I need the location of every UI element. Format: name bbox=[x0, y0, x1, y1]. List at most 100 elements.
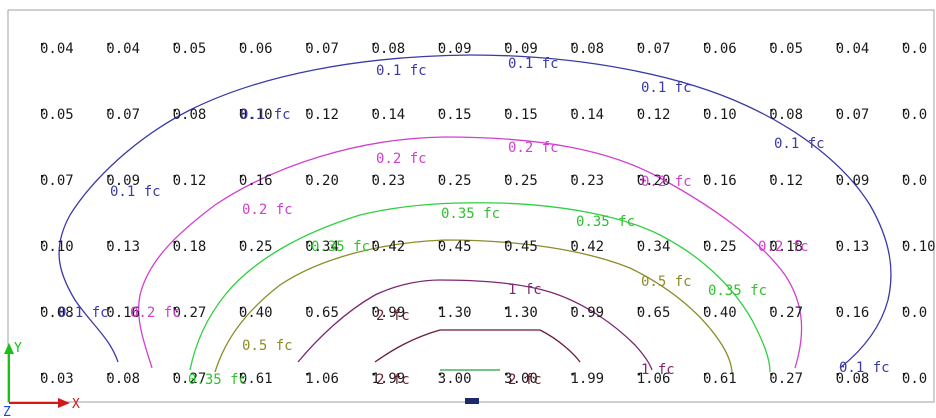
grid-point-marker bbox=[637, 43, 641, 46]
contour-0.5fc bbox=[214, 239, 733, 375]
grid-point-value: 0.08 bbox=[836, 371, 870, 387]
grid-point-marker bbox=[704, 241, 707, 244]
grid-point-value: 0.12 bbox=[173, 173, 207, 189]
grid-point-marker bbox=[438, 373, 442, 376]
grid-point-marker bbox=[41, 307, 44, 310]
grid-point-value: 0.45 bbox=[438, 239, 472, 255]
grid-point-value: 1.06 bbox=[305, 371, 339, 387]
grid-point-value: 0.27 bbox=[769, 305, 803, 321]
grid-point-marker bbox=[372, 373, 375, 376]
grid-point-value: 3.00 bbox=[438, 371, 472, 387]
grid-point-value: 0.08 bbox=[106, 371, 140, 387]
label-0.1fc-e: 0.1 fc bbox=[774, 136, 825, 152]
grid-point-marker bbox=[107, 307, 110, 310]
grid-point-value: 0.07 bbox=[836, 107, 870, 123]
grid-point-value: 0.06 bbox=[239, 41, 273, 57]
grid-point-marker bbox=[770, 175, 773, 178]
grid-point-value: 0.0 bbox=[902, 371, 927, 387]
grid-values: 0.04 0.04 0.05 0.06 0.07 0.08 0.09 0.09 0.08 0.07… bbox=[40, 41, 936, 387]
grid-point-marker bbox=[902, 241, 906, 244]
label-0.1fc-g: 0.1 fc bbox=[58, 305, 109, 321]
grid-point-marker bbox=[372, 307, 375, 310]
grid-point-marker bbox=[306, 241, 309, 244]
grid-point-marker bbox=[770, 307, 773, 310]
grid-point-marker bbox=[505, 241, 508, 244]
grid-point-value: 0.10 bbox=[703, 107, 737, 123]
label-0.1fc-f: 0.1 fc bbox=[110, 184, 161, 200]
grid-point-value: 0.13 bbox=[836, 239, 870, 255]
label-0.35fc-d: 0.35 fc bbox=[708, 283, 767, 299]
grid-point-value: 0.18 bbox=[769, 239, 803, 255]
label-0.1fc-c: 0.1 fc bbox=[641, 80, 692, 96]
grid-point-value: 0.08 bbox=[769, 107, 803, 123]
grid-point-value: 1.99 bbox=[570, 371, 604, 387]
grid-point-value: 0.23 bbox=[570, 173, 604, 189]
grid-point-value: 0.0 bbox=[902, 305, 927, 321]
grid-point-value: 0.16 bbox=[239, 173, 273, 189]
grid-point-marker bbox=[306, 43, 309, 46]
label-0.1fc-b: 0.1 fc bbox=[508, 56, 559, 72]
grid-point-marker bbox=[704, 175, 707, 178]
grid-point-marker bbox=[438, 175, 442, 178]
grid-point-marker bbox=[704, 307, 707, 310]
grid-point-value: 0.25 bbox=[504, 173, 538, 189]
grid-point-value: 0.42 bbox=[372, 239, 406, 255]
grid-point-marker bbox=[704, 373, 707, 376]
axis-triad: Y X Z bbox=[3, 341, 80, 418]
grid-point-value: 1.99 bbox=[372, 371, 406, 387]
grid-point-marker bbox=[239, 241, 243, 244]
grid-point-marker bbox=[637, 373, 641, 376]
grid-point-value: 0.09 bbox=[836, 173, 870, 189]
grid-point-marker bbox=[438, 307, 442, 310]
grid-point-value: 3.00 bbox=[504, 371, 538, 387]
label-2fc-a: 2 fc bbox=[376, 308, 410, 324]
grid-point-marker bbox=[239, 109, 243, 112]
grid-point-value: 0.15 bbox=[504, 107, 538, 123]
grid-point-marker bbox=[107, 109, 110, 112]
grid-point-value: 0.23 bbox=[372, 173, 406, 189]
grid-point-value: 0.27 bbox=[769, 371, 803, 387]
label-0.1fc-h: 0.1 fc bbox=[839, 360, 890, 376]
x-axis-label: X bbox=[72, 397, 80, 412]
grid-point-value: 0.61 bbox=[703, 371, 737, 387]
grid-point-marker bbox=[41, 373, 44, 376]
grid-point-marker bbox=[637, 175, 641, 178]
grid-point-value: 0.05 bbox=[40, 107, 74, 123]
grid-point-marker bbox=[571, 241, 574, 244]
grid-point-value: 0.18 bbox=[173, 239, 207, 255]
grid-point-value: 0.13 bbox=[106, 239, 140, 255]
label-0.2fc-e: 0.2 fc bbox=[758, 239, 809, 255]
grid-point-value: 0.04 bbox=[836, 41, 870, 57]
x-axis-arrowhead bbox=[58, 398, 70, 408]
grid-point-value: 0.09 bbox=[504, 41, 538, 57]
grid-point-value: 0.0 bbox=[902, 41, 927, 57]
label-2fc-b: 2 fc bbox=[376, 372, 410, 388]
y-axis-arrowhead bbox=[4, 343, 14, 354]
grid-point-marker bbox=[239, 373, 243, 376]
grid-point-value: 0.34 bbox=[305, 239, 339, 255]
grid-point-marker bbox=[836, 43, 839, 46]
grid-point-marker bbox=[41, 43, 44, 46]
label-0.35fc-e: 0.35 fc bbox=[188, 372, 247, 388]
grid-point-marker bbox=[770, 109, 773, 112]
grid-point-marker bbox=[173, 307, 176, 310]
origin-marker bbox=[465, 398, 479, 404]
grid-point-marker bbox=[571, 43, 574, 46]
grid-point-value: 0.27 bbox=[173, 371, 207, 387]
grid-point-value: 0.45 bbox=[504, 239, 538, 255]
grid-point-value: 0.61 bbox=[239, 371, 273, 387]
grid-point-value: 0.27 bbox=[173, 305, 207, 321]
grid-point-value: 0.25 bbox=[703, 239, 737, 255]
grid-point-value: 0.14 bbox=[372, 107, 406, 123]
grid-point-marker bbox=[372, 241, 375, 244]
grid-point-marker bbox=[107, 175, 110, 178]
grid-point-value: 0.12 bbox=[769, 173, 803, 189]
grid-point-value: 0.40 bbox=[239, 305, 273, 321]
grid-point-value: 0.20 bbox=[305, 173, 339, 189]
grid-point-marker bbox=[173, 109, 176, 112]
grid-point-marker bbox=[306, 109, 309, 112]
grid-point-value: 0.08 bbox=[173, 107, 207, 123]
grid-point-marker bbox=[438, 241, 442, 244]
grid-point-value: 0.34 bbox=[637, 239, 671, 255]
label-1fc-a: 1 fc bbox=[508, 282, 542, 298]
